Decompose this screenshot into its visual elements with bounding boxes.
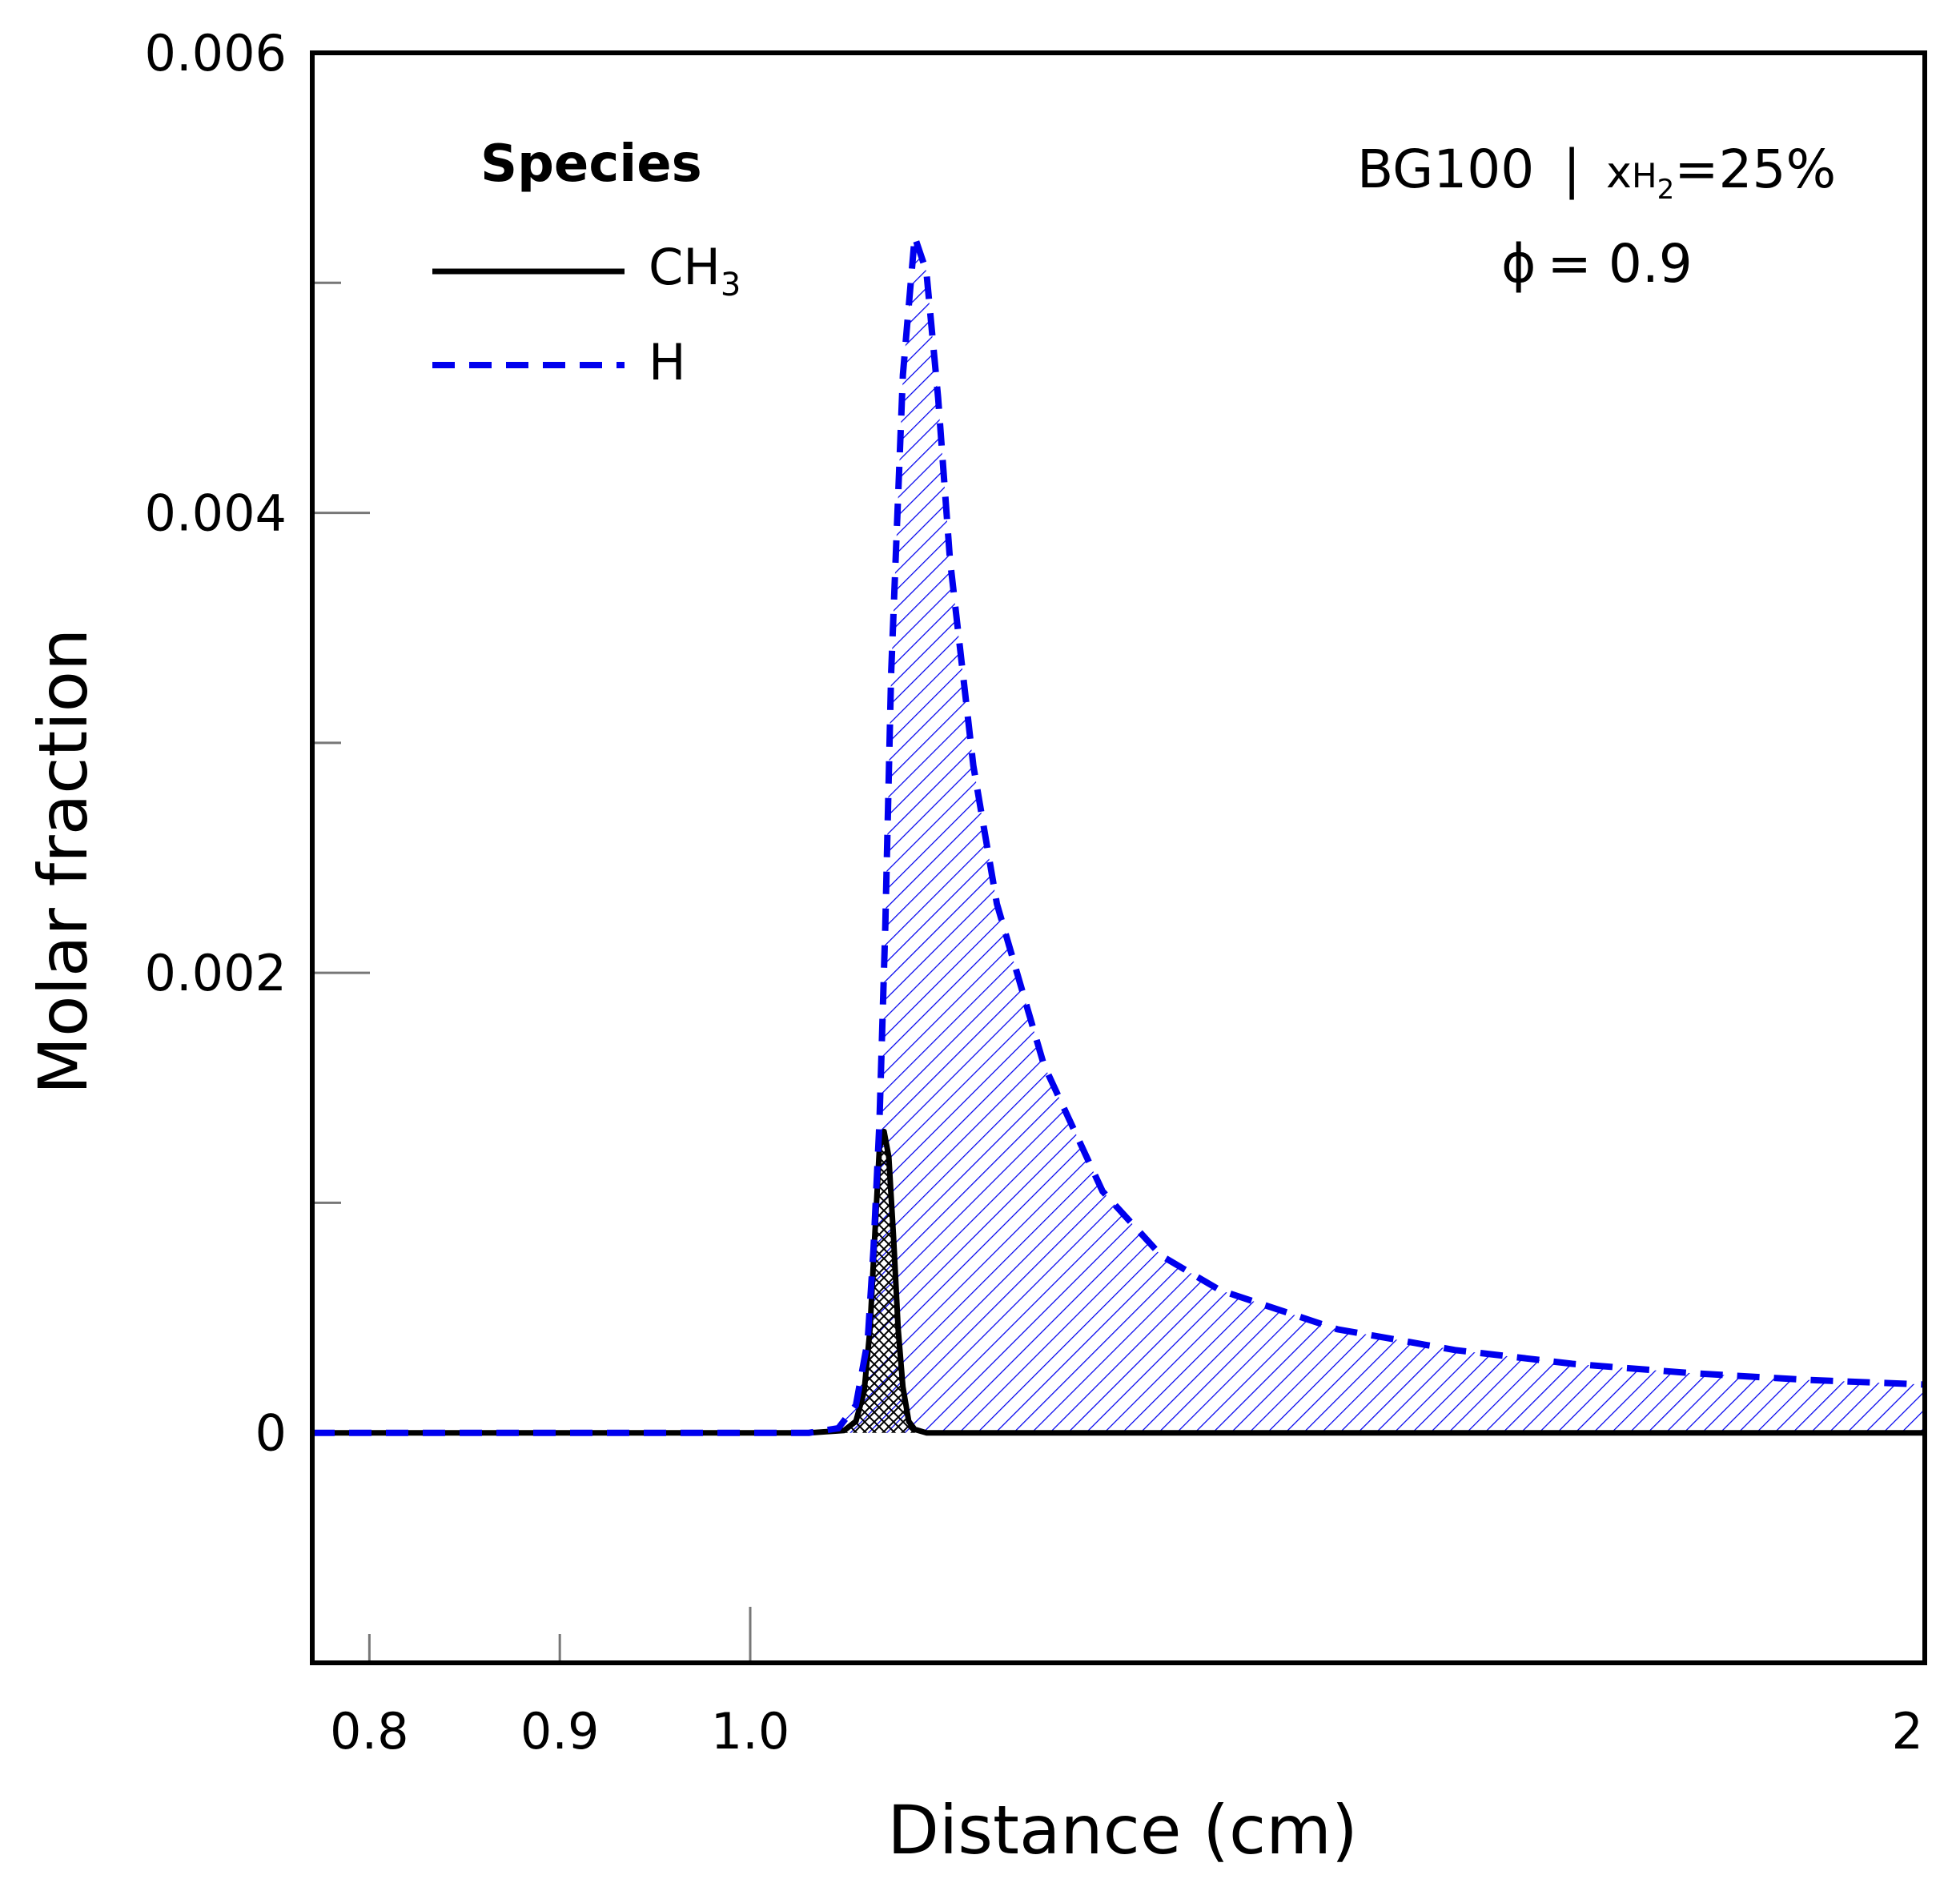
y-tick-label: 0.004 [145,484,287,543]
case-annotation: BG100 | xH2=25% ϕ = 0.9 [1357,139,1836,295]
equivalence-annotation: ϕ = 0.9 [1501,233,1693,295]
legend-label-ch3-main: CH [649,238,721,296]
y-tick-labels: 0 0.002 0.004 0.006 [145,24,287,1463]
y-tick-label: 0 [255,1404,287,1463]
equivalence-symbol: ϕ [1501,233,1536,295]
case-separator: | [1563,139,1580,200]
equivalence-value: = 0.9 [1548,233,1693,295]
legend-label-ch3: CH3 [649,238,741,303]
plot-frame [310,50,1927,1665]
x-tick-label: 0.9 [520,1702,600,1761]
x-tick-label: 2 [1892,1702,1923,1761]
composition-annotation: xH2=25% [1606,139,1836,206]
composition-value: =25% [1674,139,1836,200]
legend-title: Species [480,134,702,194]
legend-label-h: H [649,333,686,391]
h-area-fill [312,236,1925,1433]
y-axis-title: Molar fraction [24,628,102,1095]
composition-symbol: x [1606,147,1632,198]
legend: Species CH3 H [432,134,741,391]
x-tick-label: 0.8 [330,1702,409,1761]
y-axis-ticks [312,281,370,1435]
x-axis-ticks [368,1607,752,1663]
composition-species: H [1632,156,1657,195]
y-tick-label: 0.006 [145,24,287,82]
composition-subscript: 2 [1657,174,1675,206]
x-tick-label: 1.0 [711,1702,790,1761]
x-tick-labels: 0.8 0.9 1.0 2 [330,1702,1923,1761]
y-tick-label: 0.002 [145,944,287,1002]
series-line-h [312,235,1926,1436]
series-line-ch3 [312,1128,1925,1436]
case-label: BG100 [1357,139,1534,200]
legend-label-ch3-sub: 3 [721,267,741,303]
x-axis-title: Distance (cm) [887,1791,1358,1869]
